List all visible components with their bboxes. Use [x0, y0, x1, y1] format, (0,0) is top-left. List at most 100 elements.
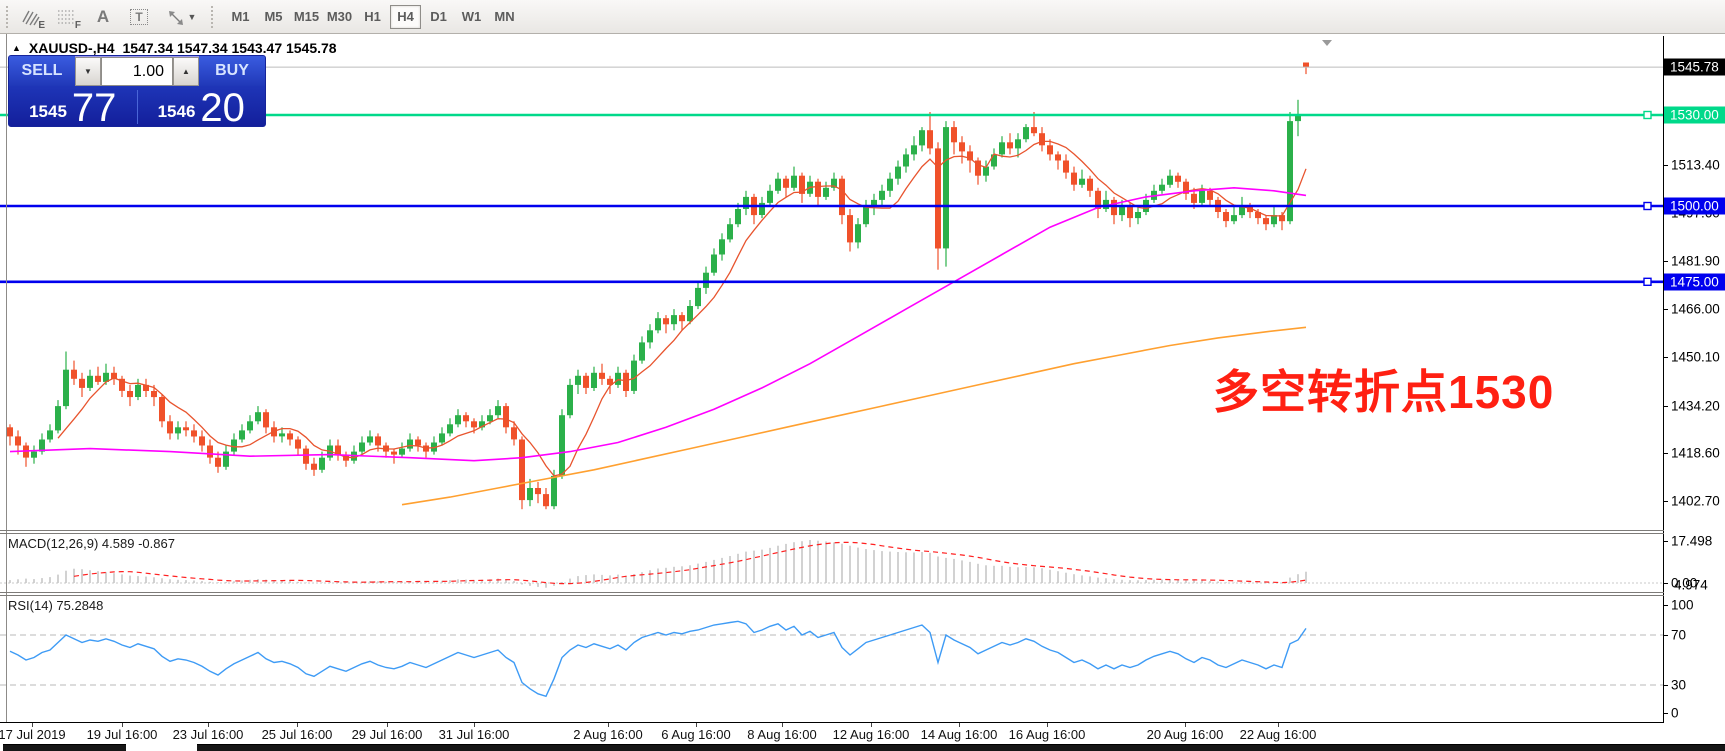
rsi-axis-label: 100 — [1671, 597, 1694, 613]
level-handle — [1643, 277, 1652, 287]
rsi-indicator-label: RSI(14) 75.2848 — [8, 598, 104, 613]
date-label: 20 Aug 16:00 — [1146, 727, 1224, 742]
ma-mid-line — [9, 186, 1307, 462]
macd-panel-canvas[interactable] — [0, 533, 1663, 592]
tick-mark — [1664, 713, 1668, 714]
buy-button[interactable]: BUY — [199, 56, 265, 86]
volume-input[interactable]: 1.00 — [101, 57, 173, 86]
text-box-tool-icon[interactable]: T — [123, 3, 155, 31]
level-price-badge: 1500.00 — [1664, 197, 1725, 215]
date-label: 6 Aug 16:00 — [661, 727, 731, 742]
date-label: 22 Aug 16:00 — [1239, 727, 1317, 742]
draw-chart-tool-icon[interactable]: E — [15, 3, 47, 31]
price-axis: 1513.401497.601481.901466.001450.101434.… — [1664, 34, 1725, 744]
date-label: 12 Aug 16:00 — [832, 727, 910, 742]
timeframe-button-M5[interactable]: M5 — [264, 9, 283, 24]
date-label: 23 Jul 16:00 — [172, 727, 244, 742]
date-tick-mark — [1047, 723, 1048, 727]
one-click-trade-panel: SELL ▼ 1.00 ▲ BUY 1545 77 1546 20 — [8, 55, 266, 127]
tick-mark — [1664, 165, 1668, 167]
date-tick-mark — [387, 723, 388, 727]
arrows-tool-icon[interactable]: ▼ — [159, 3, 203, 31]
timeframe-button-M30[interactable]: M30 — [326, 9, 353, 24]
time-axis-border — [0, 722, 1725, 723]
chart-window: ▲ XAUUSD-,H4 1547.34 1547.34 1543.47 154… — [0, 34, 1725, 751]
ma-slow-line — [401, 326, 1307, 506]
rsi-axis-label: 30 — [1671, 677, 1687, 693]
tick-mark — [1664, 605, 1668, 606]
toolbar: E F A T ▼ M1 M5 M15 M30 H1 — [0, 0, 1725, 34]
date-tick-mark — [608, 723, 609, 727]
tick-mark — [1664, 583, 1668, 584]
macd-axis-zero-label: 0.00 — [1671, 575, 1698, 591]
price-chart-canvas[interactable] — [0, 36, 1663, 531]
volume-increase-button[interactable]: ▲ — [173, 57, 199, 86]
tick-mark — [1664, 405, 1668, 407]
rsi-line — [9, 620, 1307, 698]
timeframe-button-M1[interactable]: M1 — [231, 9, 250, 24]
tick-mark — [1664, 260, 1668, 262]
panel-toggle-icon[interactable]: ▲ — [12, 43, 21, 53]
date-tick-mark — [297, 723, 298, 727]
date-tick-mark — [32, 723, 33, 727]
price-tick-label: 1450.10 — [1671, 349, 1720, 365]
window-left-border — [6, 34, 7, 744]
volume-decrease-button[interactable]: ▼ — [75, 57, 101, 86]
buy-price-small: 1546 — [157, 102, 196, 121]
level-price-badge: 1530.00 — [1664, 106, 1725, 124]
current-price-badge: 1545.78 — [1664, 58, 1725, 76]
tick-mark — [1664, 309, 1668, 311]
date-tick-mark — [871, 723, 872, 727]
date-tick-mark — [782, 723, 783, 727]
chevron-down-icon: ▼ — [187, 11, 197, 22]
date-label: 14 Aug 16:00 — [920, 727, 998, 742]
tick-mark — [1664, 357, 1668, 359]
timeframe-button-H4[interactable]: H4 — [390, 4, 421, 29]
level-handle — [1643, 110, 1652, 120]
panel-separator[interactable] — [0, 592, 1725, 593]
date-label: 29 Jul 16:00 — [351, 727, 423, 742]
panel-separator — [0, 595, 1725, 596]
date-tick-mark — [1278, 723, 1279, 727]
buy-price[interactable]: 1546 20 — [138, 86, 266, 126]
grid-tool-icon[interactable]: F — [51, 3, 83, 31]
rsi-panel-canvas[interactable] — [0, 595, 1663, 722]
price-tick-label: 1434.20 — [1671, 398, 1720, 413]
price-tick-label: 1481.90 — [1671, 253, 1720, 269]
rsi-axis-label: 70 — [1671, 627, 1687, 643]
timeframe-button-D1[interactable]: D1 — [430, 9, 447, 24]
text-label-tool-icon[interactable]: A — [96, 6, 110, 26]
toolbar-grip[interactable] — [209, 5, 214, 28]
rsi-axis-label: 0 — [1671, 705, 1679, 721]
sell-price[interactable]: 1545 77 — [9, 86, 137, 127]
icon-badge: F — [74, 19, 81, 31]
candles-group — [7, 62, 1309, 510]
date-label: 19 Jul 16:00 — [86, 727, 158, 742]
timeframe-button-W1[interactable]: W1 — [461, 9, 482, 24]
date-label: 31 Jul 16:00 — [438, 727, 510, 742]
chart-tab-strip — [197, 744, 1725, 751]
chart-tab[interactable] — [3, 744, 126, 751]
date-tick-mark — [696, 723, 697, 727]
macd-axis-max-label: 17.498 — [1671, 533, 1713, 549]
timeframe-button-MN[interactable]: MN — [494, 9, 515, 24]
macd-axis-value-label: 4.974 — [1674, 577, 1708, 593]
date-label: 8 Aug 16:00 — [747, 727, 817, 742]
date-tick-mark — [959, 723, 960, 727]
chart-annotation-text[interactable]: 多空转折点1530 — [1213, 366, 1555, 418]
sell-price-big: 77 — [71, 86, 117, 127]
tick-mark — [1664, 541, 1668, 542]
plot-right-border — [1663, 36, 1664, 745]
level-price-badge: 1475.00 — [1664, 273, 1725, 291]
toolbar-grip[interactable] — [4, 5, 9, 28]
tick-mark — [1664, 635, 1668, 636]
price-tick-label: 1418.60 — [1671, 445, 1720, 461]
date-label: 17 Jul 2019 — [0, 727, 66, 742]
sell-button[interactable]: SELL — [9, 56, 75, 86]
timeframe-button-H1[interactable]: H1 — [364, 9, 381, 24]
panel-separator[interactable] — [0, 530, 1725, 531]
shift-marker-triangle[interactable] — [1322, 40, 1332, 46]
timeframe-button-M15[interactable]: M15 — [293, 9, 320, 24]
date-tick-mark — [1185, 723, 1186, 727]
